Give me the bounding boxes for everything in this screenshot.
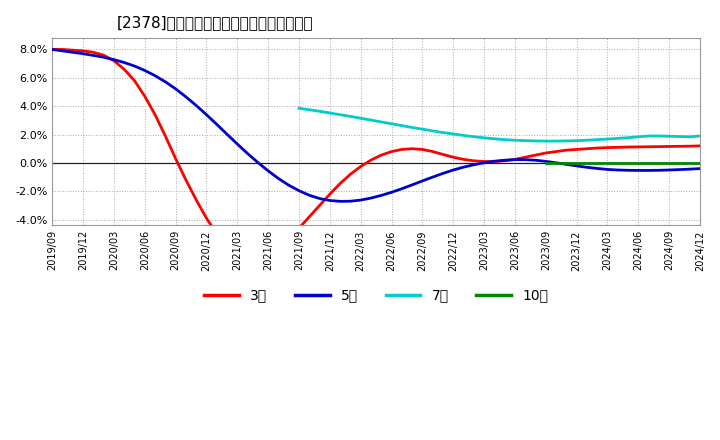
- Legend: 3年, 5年, 7年, 10年: 3年, 5年, 7年, 10年: [199, 283, 554, 308]
- Text: [2378]　経常利益マージンの平均値の推移: [2378] 経常利益マージンの平均値の推移: [117, 15, 314, 30]
